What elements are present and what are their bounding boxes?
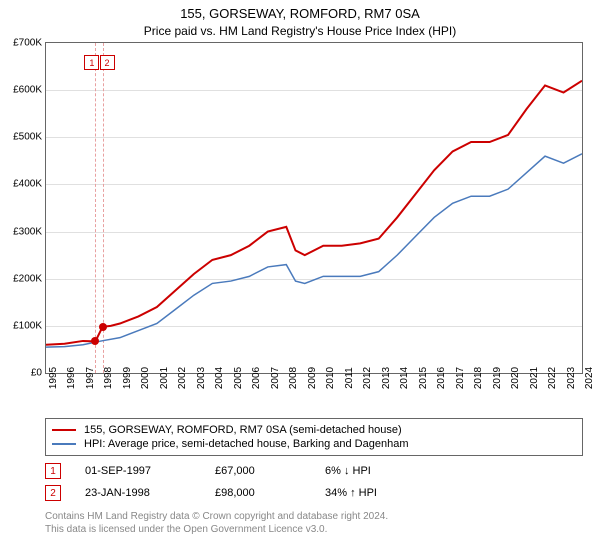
x-tick-label: 2008 (288, 367, 299, 389)
x-tick-label: 2002 (177, 367, 188, 389)
x-axis-labels: 1995199619971998199920002001200220032004… (45, 374, 583, 414)
y-tick-label: £700K (13, 38, 42, 49)
legend-label: HPI: Average price, semi-detached house,… (84, 438, 409, 450)
legend-swatch (52, 429, 76, 431)
x-tick-label: 1999 (122, 367, 133, 389)
transaction-table: 1 01-SEP-1997£67,0006% ↓ HPI 2 23-JAN-1998£… (45, 460, 583, 504)
x-tick-label: 2015 (418, 367, 429, 389)
y-tick-label: £600K (13, 85, 42, 96)
data-point-marker (91, 337, 99, 345)
transaction-date: 01-SEP-1997 (85, 465, 215, 477)
legend-item: 155, GORSEWAY, ROMFORD, RM7 0SA (semi-de… (52, 423, 576, 437)
legend-box: 155, GORSEWAY, ROMFORD, RM7 0SA (semi-de… (45, 418, 583, 456)
x-tick-label: 2016 (436, 367, 447, 389)
x-tick-label: 2022 (547, 367, 558, 389)
x-tick-label: 2006 (251, 367, 262, 389)
transaction-price: £67,000 (215, 465, 325, 477)
legend-swatch (52, 443, 76, 445)
chart-container: 155, GORSEWAY, ROMFORD, RM7 0SA Price pa… (0, 0, 600, 560)
x-tick-label: 2019 (492, 367, 503, 389)
chart-plot-area: £0£100K£200K£300K£400K£500K£600K£700K12 (45, 42, 583, 374)
x-tick-label: 1995 (48, 367, 59, 389)
x-tick-label: 1998 (103, 367, 114, 389)
x-tick-label: 2005 (233, 367, 244, 389)
transaction-diff: 34% ↑ HPI (325, 487, 435, 499)
y-tick-label: £0 (31, 368, 42, 379)
transaction-diff: 6% ↓ HPI (325, 465, 435, 477)
y-tick-label: £400K (13, 179, 42, 190)
transaction-row: 1 01-SEP-1997£67,0006% ↓ HPI (45, 460, 583, 482)
transaction-marker: 2 (45, 485, 61, 501)
x-tick-label: 2021 (529, 367, 540, 389)
footer-line-2: This data is licensed under the Open Gov… (45, 523, 583, 536)
legend-label: 155, GORSEWAY, ROMFORD, RM7 0SA (semi-de… (84, 424, 402, 436)
footer-line-1: Contains HM Land Registry data © Crown c… (45, 510, 583, 523)
footer-attribution: Contains HM Land Registry data © Crown c… (45, 510, 583, 536)
chart-subtitle: Price paid vs. HM Land Registry's House … (0, 21, 600, 42)
data-point-marker (99, 323, 107, 331)
chart-title: 155, GORSEWAY, ROMFORD, RM7 0SA (0, 0, 600, 21)
x-tick-label: 2007 (270, 367, 281, 389)
annotation-marker: 1 (84, 55, 99, 70)
x-tick-label: 2001 (159, 367, 170, 389)
transaction-marker: 1 (45, 463, 61, 479)
x-tick-label: 1996 (66, 367, 77, 389)
x-tick-label: 2009 (307, 367, 318, 389)
x-tick-label: 2024 (584, 367, 595, 389)
legend-item: HPI: Average price, semi-detached house,… (52, 437, 576, 451)
x-tick-label: 1997 (85, 367, 96, 389)
x-tick-label: 2003 (196, 367, 207, 389)
x-tick-label: 2018 (473, 367, 484, 389)
x-tick-label: 2004 (214, 367, 225, 389)
x-tick-label: 2011 (344, 367, 355, 389)
y-tick-label: £300K (13, 226, 42, 237)
x-tick-label: 2020 (510, 367, 521, 389)
x-tick-label: 2000 (140, 367, 151, 389)
x-tick-label: 2013 (381, 367, 392, 389)
transaction-price: £98,000 (215, 487, 325, 499)
annotation-marker: 2 (100, 55, 115, 70)
x-tick-label: 2017 (455, 367, 466, 389)
transaction-row: 2 23-JAN-1998£98,00034% ↑ HPI (45, 482, 583, 504)
x-tick-label: 2023 (566, 367, 577, 389)
x-tick-label: 2012 (362, 367, 373, 389)
y-tick-label: £200K (13, 273, 42, 284)
x-tick-label: 2010 (325, 367, 336, 389)
y-tick-label: £100K (13, 320, 42, 331)
y-tick-label: £500K (13, 132, 42, 143)
transaction-date: 23-JAN-1998 (85, 487, 215, 499)
x-tick-label: 2014 (399, 367, 410, 389)
